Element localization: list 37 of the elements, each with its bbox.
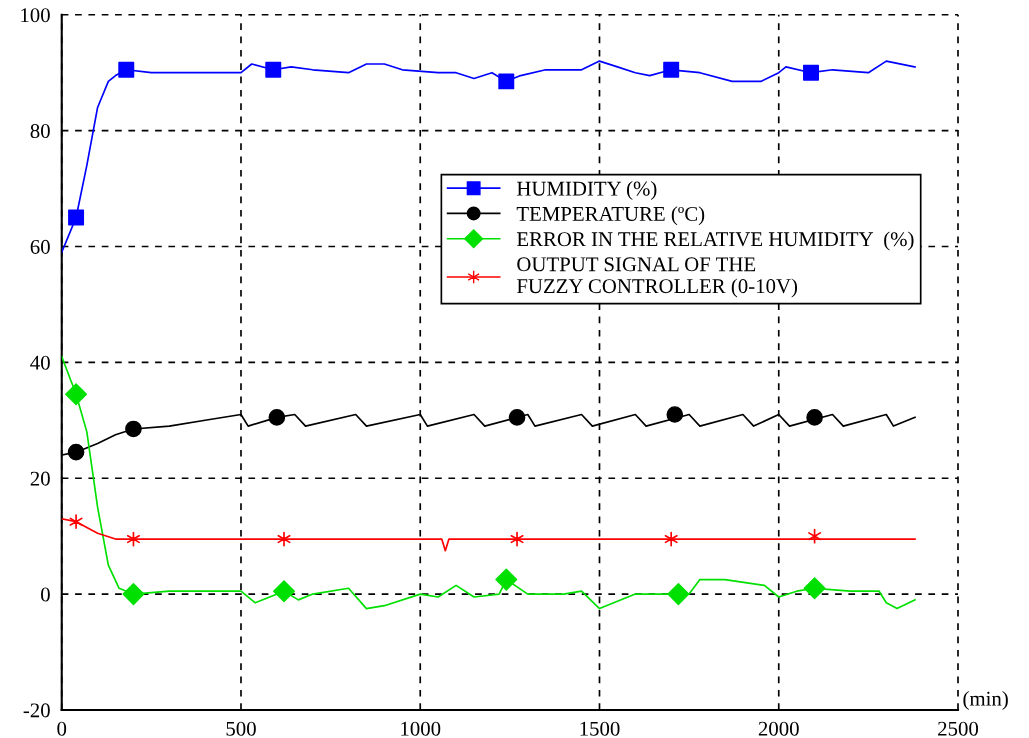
x-tick-label: 0 <box>57 721 67 736</box>
point <box>498 73 515 90</box>
legend-label: HUMIDITY (%) <box>516 181 657 200</box>
text: (min) <box>963 691 1008 710</box>
x-tick-label: 2500 <box>938 721 979 736</box>
point <box>663 61 680 78</box>
point <box>265 61 282 78</box>
point <box>118 61 135 78</box>
point <box>65 383 88 406</box>
point <box>508 409 526 426</box>
point <box>122 583 145 606</box>
point <box>495 568 518 591</box>
line-series <box>61 355 916 610</box>
y-tick-label: 20 <box>30 471 50 486</box>
y-tick-label: 0 <box>41 587 50 602</box>
point <box>268 409 286 426</box>
line-series <box>61 60 916 254</box>
y-tick-label: 100 <box>21 8 50 23</box>
legend-label: TEMPERATURE (ºC) <box>516 206 705 226</box>
point <box>67 443 85 461</box>
x-tick-label: 1500 <box>580 721 620 736</box>
legend-label: ERROR IN THE RELATIVE HUMIDITY (%) <box>516 231 914 251</box>
point <box>806 409 823 426</box>
point <box>68 209 85 226</box>
point <box>803 64 819 81</box>
x-tick-label: 2000 <box>758 721 799 736</box>
point <box>125 420 142 438</box>
y-tick-label: 60 <box>30 239 50 254</box>
y-tick-label: -20 <box>23 703 50 718</box>
point <box>667 583 690 606</box>
point <box>666 406 684 423</box>
x-tick-label: 500 <box>226 721 256 736</box>
x-tick-label: 1000 <box>401 721 441 736</box>
point <box>803 577 826 600</box>
y-tick-label: 40 <box>30 355 50 370</box>
y-tick-label: 80 <box>30 124 50 139</box>
point <box>273 580 296 603</box>
